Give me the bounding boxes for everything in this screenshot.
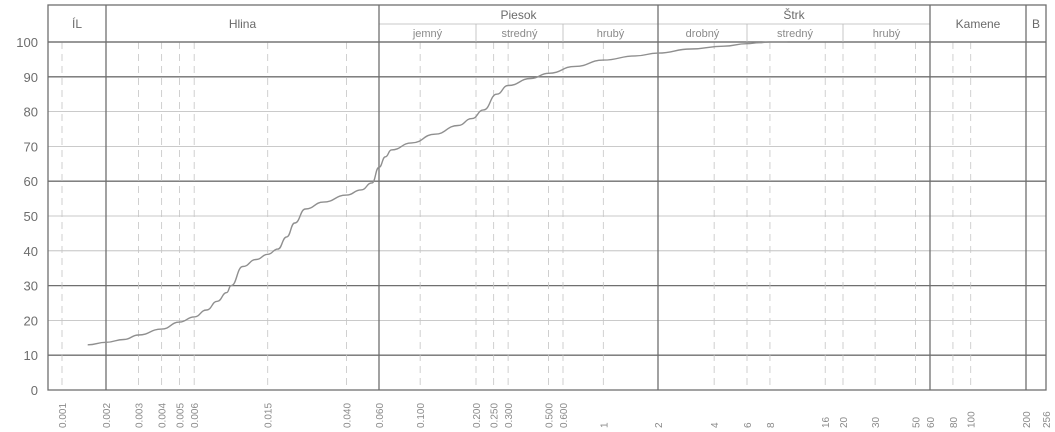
x-tick-label: 200: [1022, 411, 1033, 428]
plot-frame: [47, 4, 1047, 391]
y-tick-label: 30: [24, 279, 38, 294]
y-tick-label: 60: [24, 174, 38, 189]
x-tick-label: 0.060: [375, 403, 386, 428]
band-label: Kamene: [956, 17, 1001, 31]
band-label: Piesok: [500, 8, 537, 22]
y-tick-label: 90: [24, 70, 38, 85]
y-tick-label: 100: [16, 35, 38, 50]
x-tick-label: 0.600: [559, 403, 570, 428]
x-tick-label: 100: [967, 411, 978, 428]
band-label: ÍL: [72, 16, 82, 31]
x-tick-label: 16: [821, 416, 832, 428]
x-tick-label: 0.100: [416, 403, 427, 428]
x-tick-label: 0.015: [264, 403, 275, 428]
x-tick-label: 0.001: [58, 403, 69, 428]
sub-band-label: stredný: [777, 28, 814, 40]
band-label: Štrk: [783, 7, 805, 22]
y-axis-labels: 0 10 20 30 40 50 60 70 80 90 100: [16, 35, 38, 398]
x-tick-label: 0.250: [490, 403, 501, 428]
x-axis-labels: 0.001 0.002 0.003 0.004 0.005 0.006 0.015 0.040…: [58, 403, 1053, 428]
y-tick-label: 40: [24, 244, 38, 259]
y-tick-label: 10: [24, 348, 38, 363]
x-tick-label: 6: [743, 422, 754, 428]
x-tick-label: 2: [654, 422, 665, 428]
x-tick-label: 0.500: [545, 403, 556, 428]
x-tick-label: 30: [871, 416, 882, 428]
y-tick-label: 70: [24, 139, 38, 154]
x-tick-label: 256: [1042, 411, 1053, 428]
sub-band-label: jemný: [412, 28, 443, 40]
x-tick-label: 4: [710, 422, 721, 428]
x-tick-label: 80: [949, 416, 960, 428]
x-tick-label: 0.005: [176, 403, 187, 428]
band-label: Hlina: [229, 17, 257, 31]
x-tick-label: 0.006: [190, 403, 201, 428]
y-tick-label: 80: [24, 105, 38, 120]
x-tick-label: 0.040: [342, 403, 353, 428]
x-tick-label: 0.004: [158, 403, 169, 428]
y-tick-label: 20: [24, 313, 38, 328]
grid: [48, 41, 1047, 391]
x-tick-label: 0.200: [472, 403, 483, 428]
x-tick-label: 0.300: [504, 403, 515, 428]
x-tick-label: 0.003: [135, 403, 146, 428]
x-tick-label: 60: [926, 416, 937, 428]
x-tick-label: 50: [912, 416, 923, 428]
curve-layer: [87, 41, 788, 346]
x-tick-label: 1: [599, 422, 610, 428]
x-tick-label: 0.002: [102, 403, 113, 428]
sub-band-label: hrubý: [597, 28, 625, 40]
x-tick-label: 8: [766, 422, 777, 428]
sub-band-label: stredný: [501, 28, 538, 40]
y-tick-label: 50: [24, 209, 38, 224]
grading-curve: [87, 41, 788, 346]
sub-band-label: hrubý: [873, 28, 901, 40]
band-label: B: [1032, 17, 1040, 31]
x-tick-label: 20: [839, 416, 850, 428]
y-tick-label: 0: [31, 383, 38, 398]
sub-band-label: drobný: [686, 28, 720, 40]
